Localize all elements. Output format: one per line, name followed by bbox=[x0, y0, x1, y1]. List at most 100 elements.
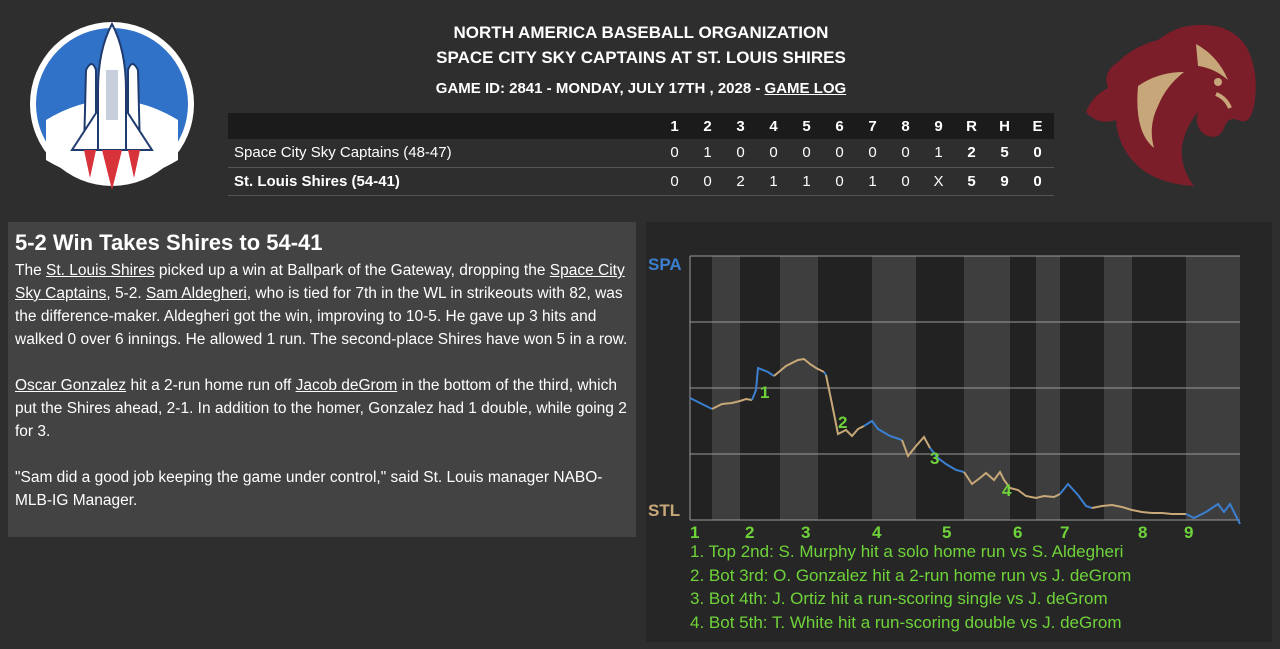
home-team-link[interactable]: St. Louis Shires bbox=[46, 262, 155, 279]
inning-score: 0 bbox=[790, 139, 823, 168]
linescore-header-row: 1 2 3 4 5 6 7 8 9 R H E bbox=[228, 113, 1054, 139]
event-marker: 4 bbox=[1002, 481, 1012, 500]
inning-score: 0 bbox=[658, 167, 691, 196]
home-errors: 0 bbox=[1021, 167, 1054, 196]
matchup-title: SPACE CITY SKY CAPTAINS AT ST. LOUIS SHI… bbox=[436, 48, 846, 67]
batter-link[interactable]: Oscar Gonzalez bbox=[15, 377, 127, 394]
inning-header: 6 bbox=[823, 113, 856, 139]
home-runs: 5 bbox=[955, 167, 988, 196]
inning-header: 1 bbox=[658, 113, 691, 139]
inning-score: X bbox=[922, 167, 955, 196]
away-hits: 5 bbox=[988, 139, 1021, 168]
opposing-pitcher-link[interactable]: Jacob deGrom bbox=[295, 377, 398, 394]
inning-tick-label: 3 bbox=[801, 523, 810, 542]
away-team-link[interactable]: Space City Sky Captains bbox=[15, 262, 625, 302]
linescore-header-team bbox=[228, 113, 658, 139]
inning-score: 2 bbox=[724, 167, 757, 196]
home-hits: 9 bbox=[988, 167, 1021, 196]
away-runs: 2 bbox=[955, 139, 988, 168]
recap-text: , 5-2. bbox=[106, 285, 146, 302]
away-team-axis-label: SPA bbox=[648, 255, 682, 274]
away-team-name[interactable]: Space City Sky Captains (48-47) bbox=[228, 139, 658, 168]
recap-paragraph-2: Oscar Gonzalez hit a 2-run home run off … bbox=[15, 374, 629, 443]
scoring-event: 2. Bot 3rd: O. Gonzalez hit a 2-run home… bbox=[690, 565, 1132, 585]
wp-line-away bbox=[689, 397, 713, 410]
inning-score: 1 bbox=[922, 139, 955, 168]
inning-header: 2 bbox=[691, 113, 724, 139]
sky-captains-logo bbox=[30, 21, 194, 190]
win-probability-panel: SPA STL 1 2 3 4 1 2 3 4 5 6 7 8 9 1. Top… bbox=[646, 222, 1272, 642]
inning-header: 9 bbox=[922, 113, 955, 139]
event-marker: 3 bbox=[930, 449, 939, 468]
linescore-home-row: St. Louis Shires (54-41) 0 0 2 1 1 0 1 0… bbox=[228, 167, 1054, 196]
wp-line-away bbox=[863, 419, 903, 441]
linescore-away-row: Space City Sky Captains (48-47) 0 1 0 0 … bbox=[228, 139, 1054, 168]
scoring-event: 1. Top 2nd: S. Murphy hit a solo home ru… bbox=[690, 542, 1124, 561]
recap-text: The bbox=[15, 262, 47, 279]
game-id-date: GAME ID: 2841 - MONDAY, JULY 17TH , 2028… bbox=[435, 80, 765, 97]
runs-header: R bbox=[955, 113, 988, 139]
scoring-event: 4. Bot 5th: T. White hit a run-scoring d… bbox=[690, 612, 1122, 632]
recap-text: hit a 2-run home run off bbox=[126, 377, 296, 394]
inning-score: 0 bbox=[889, 139, 922, 168]
wp-line-away bbox=[1059, 482, 1093, 509]
recap-text: in the bottom of the third, which put th… bbox=[15, 377, 627, 440]
wp-line-away bbox=[929, 447, 965, 473]
inning-header: 5 bbox=[790, 113, 823, 139]
inning-header: 8 bbox=[889, 113, 922, 139]
recap-text: picked up a win at Ballpark of the Gatew… bbox=[154, 262, 550, 279]
home-team-axis-label: STL bbox=[648, 501, 680, 520]
league-name: NORTH AMERICA BASEBALL ORGANIZATION bbox=[453, 23, 829, 42]
event-marker: 1 bbox=[760, 383, 769, 402]
wp-line-away bbox=[1185, 502, 1241, 525]
inning-tick-label: 7 bbox=[1060, 523, 1069, 542]
inning-score: 1 bbox=[790, 167, 823, 196]
away-errors: 0 bbox=[1021, 139, 1054, 168]
wp-line-away bbox=[751, 366, 775, 401]
inning-tick-label: 8 bbox=[1138, 523, 1147, 542]
inning-header: 4 bbox=[757, 113, 790, 139]
inning-score: 1 bbox=[757, 167, 790, 196]
shires-horse-logo bbox=[1086, 24, 1256, 186]
pitcher-link[interactable]: Sam Aldegheri bbox=[145, 285, 247, 302]
inning-tick-label: 9 bbox=[1184, 523, 1193, 542]
wp-line-home bbox=[901, 435, 931, 458]
recap-quote: "Sam did a good job keeping the game und… bbox=[15, 469, 603, 509]
inning-score: 0 bbox=[658, 139, 691, 168]
inning-score: 1 bbox=[856, 167, 889, 196]
win-probability-chart: SPA STL 1 2 3 4 1 2 3 4 5 6 7 8 9 bbox=[648, 255, 1241, 542]
wp-line-away bbox=[823, 371, 827, 376]
game-log-link[interactable]: GAME LOG bbox=[764, 80, 847, 97]
inning-tick-label: 1 bbox=[690, 523, 699, 542]
scoring-event: 3. Bot 4th: J. Ortiz hit a run-scoring s… bbox=[690, 589, 1108, 608]
inning-score: 0 bbox=[823, 139, 856, 168]
inning-header: 7 bbox=[856, 113, 889, 139]
wp-line-home bbox=[773, 357, 825, 377]
inning-tick-label: 6 bbox=[1013, 523, 1022, 542]
inning-score: 0 bbox=[823, 167, 856, 196]
inning-score: 0 bbox=[724, 139, 757, 168]
inning-score: 0 bbox=[691, 167, 724, 196]
wp-line-home bbox=[1091, 503, 1186, 515]
inning-score: 0 bbox=[856, 139, 889, 168]
event-marker: 2 bbox=[838, 413, 847, 432]
inning-score: 0 bbox=[889, 167, 922, 196]
inning-tick-label: 4 bbox=[872, 523, 882, 542]
wp-line-home bbox=[825, 374, 865, 438]
hits-header: H bbox=[988, 113, 1021, 139]
linescore-table: 1 2 3 4 5 6 7 8 9 R H E Space City Sky C… bbox=[228, 113, 1054, 196]
scoring-events-list: 1. Top 2nd: S. Murphy hit a solo home ru… bbox=[690, 540, 1131, 634]
recap-headline: 5-2 Win Takes Shires to 54-41 bbox=[15, 230, 323, 255]
recap-text: , who is tied for 7th in the WL in strik… bbox=[15, 285, 628, 348]
home-team-name[interactable]: St. Louis Shires (54-41) bbox=[228, 167, 658, 196]
inning-score: 1 bbox=[691, 139, 724, 168]
errors-header: E bbox=[1021, 113, 1054, 139]
wp-line-home bbox=[711, 397, 753, 410]
wp-line-home bbox=[963, 470, 1061, 500]
game-recap: 5-2 Win Takes Shires to 54-41 The St. Lo… bbox=[8, 222, 636, 537]
recap-paragraph-1: The St. Louis Shires picked up a win at … bbox=[15, 259, 629, 351]
inning-tick-label: 5 bbox=[942, 523, 951, 542]
inning-tick-label: 2 bbox=[745, 523, 754, 542]
inning-score: 0 bbox=[757, 139, 790, 168]
inning-header: 3 bbox=[724, 113, 757, 139]
